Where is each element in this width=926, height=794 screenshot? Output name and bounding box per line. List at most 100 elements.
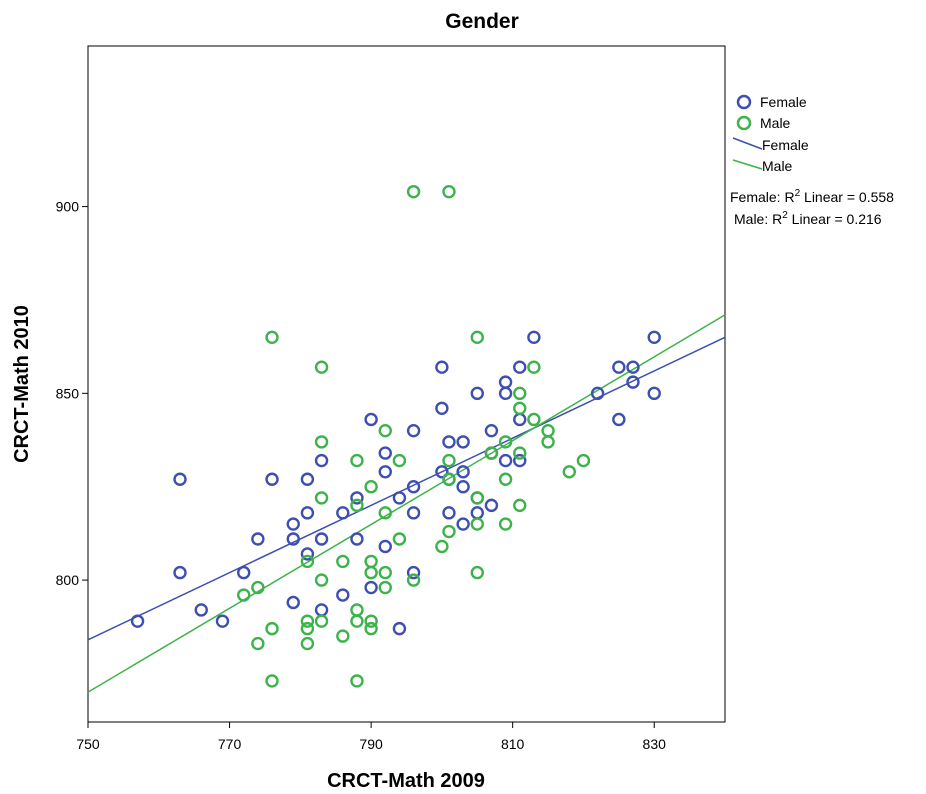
point-male (442, 472, 456, 486)
point-female (215, 614, 230, 628)
point-male (364, 614, 378, 628)
point-male (470, 491, 484, 505)
x-tick-label: 770 (218, 736, 242, 752)
point-female (173, 565, 187, 580)
point-male (392, 453, 407, 468)
point-female (300, 472, 315, 486)
point-female (513, 360, 527, 374)
point-male (251, 580, 265, 595)
point-female (406, 565, 421, 580)
point-female (194, 603, 208, 617)
point-male (406, 573, 421, 587)
point-female (406, 480, 421, 494)
point-female (513, 453, 527, 468)
point-male (314, 491, 329, 505)
point-male (442, 524, 456, 539)
point-male (513, 386, 527, 401)
point-female (314, 453, 329, 468)
point-female (350, 491, 364, 505)
axes: 750 770 790 810 830 800 850 900 (56, 199, 666, 752)
point-male (314, 573, 329, 587)
point-female (336, 506, 350, 520)
point-female (442, 506, 456, 520)
point-male (576, 453, 591, 468)
legend-male-line-label: Male (762, 158, 793, 174)
point-female (498, 453, 513, 468)
point-male (378, 506, 392, 520)
point-male (442, 184, 456, 199)
point-male (350, 674, 364, 688)
x-tick-label: 830 (643, 736, 667, 752)
point-female (265, 472, 279, 486)
point-female (237, 565, 251, 580)
point-male (314, 360, 329, 374)
fit-line-female (87, 336, 726, 641)
point-female (378, 446, 392, 460)
point-male (314, 614, 329, 628)
point-male (470, 330, 484, 345)
fit-lines (87, 314, 726, 693)
point-female (435, 401, 449, 415)
point-male (364, 565, 378, 580)
point-female (364, 412, 378, 427)
point-male (300, 554, 315, 569)
point-female (612, 412, 626, 427)
point-male (364, 480, 378, 494)
legend-female-line-label: Female (762, 137, 809, 153)
point-female (300, 547, 315, 561)
point-female (435, 360, 449, 374)
point-male (300, 614, 315, 628)
y-axis-title: CRCT-Math 2010 (11, 305, 33, 463)
point-male (498, 517, 513, 531)
point-female (286, 517, 300, 531)
point-female (286, 532, 300, 546)
point-female (647, 386, 661, 401)
point-female (470, 386, 484, 401)
legend-male-line (732, 159, 763, 170)
point-female (456, 517, 470, 531)
point-male (237, 588, 251, 602)
legend-female-marker-label: Female (760, 94, 807, 110)
point-female (406, 506, 421, 520)
point-male (314, 435, 329, 449)
chart-title: Gender (445, 10, 519, 33)
point-female (484, 423, 499, 438)
point-female (350, 532, 364, 546)
point-female (392, 621, 407, 636)
point-male (300, 636, 315, 651)
point-female (590, 386, 605, 401)
point-male (265, 330, 279, 345)
point-male (527, 412, 541, 427)
fit-line-male (87, 314, 726, 693)
x-tick-label: 750 (76, 736, 100, 752)
point-male (336, 554, 350, 569)
point-male (364, 621, 378, 636)
point-male (442, 453, 456, 468)
point-male (470, 565, 484, 580)
data-points (130, 184, 661, 688)
point-male (435, 539, 449, 554)
legend: Female Male Female Male (732, 94, 809, 174)
point-female (435, 465, 449, 479)
x-tick-label: 790 (359, 736, 383, 752)
point-male (484, 446, 499, 460)
x-tick-label: 810 (501, 736, 525, 752)
point-male (392, 532, 407, 546)
point-male (251, 636, 265, 651)
point-female (456, 435, 470, 449)
point-female (300, 506, 315, 520)
y-tick-label: 800 (56, 572, 80, 588)
point-female (314, 532, 329, 546)
point-female (456, 480, 470, 494)
point-male (350, 614, 364, 628)
plot-area (87, 45, 726, 723)
legend-female-line (732, 137, 763, 150)
point-female (378, 465, 392, 479)
point-male (378, 565, 392, 580)
point-male (300, 621, 315, 636)
point-male (265, 621, 279, 636)
point-male (350, 453, 364, 468)
legend-female-marker (736, 94, 752, 110)
legend-male-marker (736, 115, 752, 131)
point-female (251, 532, 265, 546)
